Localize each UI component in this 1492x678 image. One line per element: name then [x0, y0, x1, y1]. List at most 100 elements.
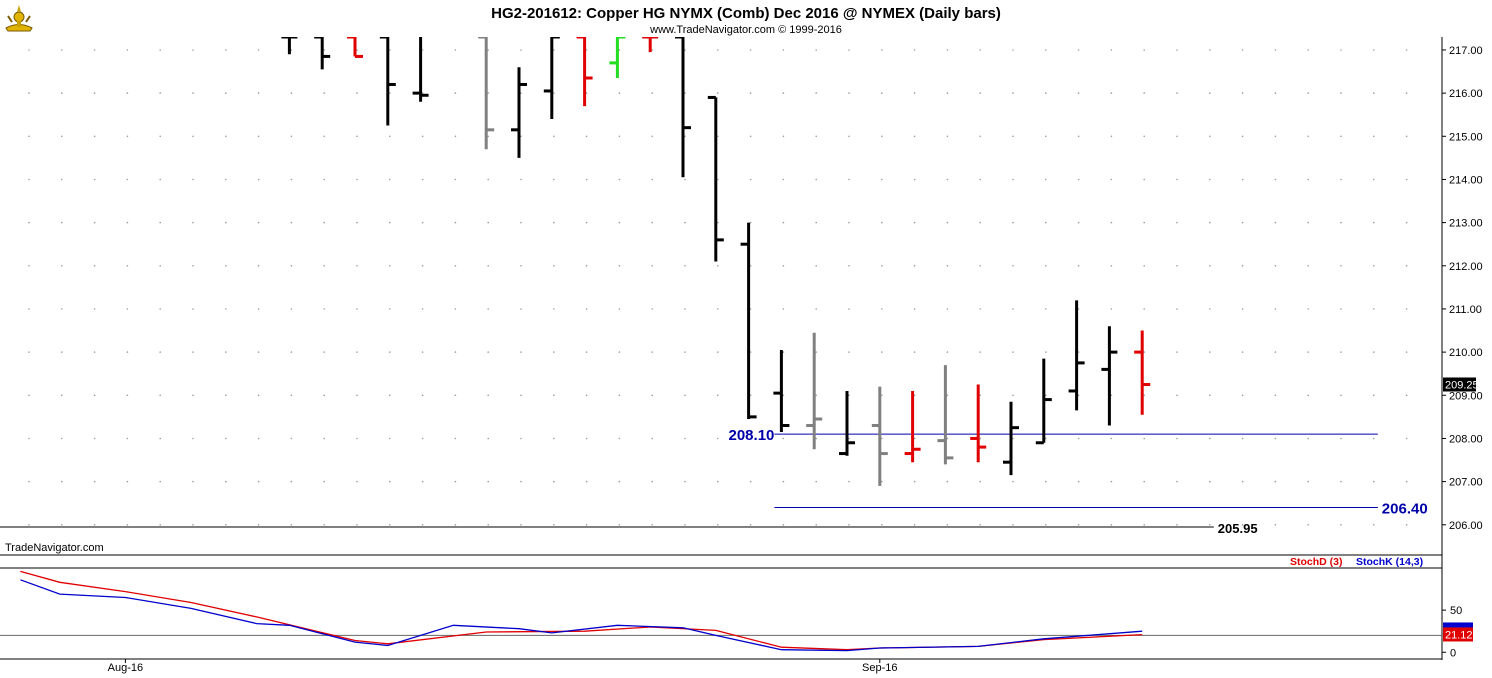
grid-dot — [159, 221, 161, 224]
grid-dot — [1176, 437, 1178, 440]
grid-dot — [913, 178, 916, 181]
grid-dot — [1012, 135, 1014, 138]
copyright-text: www.TradeNavigator.com © 1999-2016 — [649, 24, 842, 36]
grid-dot — [487, 394, 490, 397]
grid-dot — [61, 308, 63, 310]
grid-dot — [487, 308, 490, 310]
grid-dot — [421, 308, 424, 310]
grid-dot — [389, 480, 391, 483]
grid-dot — [1340, 265, 1342, 267]
price-tick-label: 206.00 — [1449, 520, 1483, 532]
grid-dot — [356, 308, 358, 310]
grid-dot — [290, 135, 293, 138]
grid-dot — [684, 308, 686, 310]
grid-dot — [454, 178, 457, 181]
grid-dot — [946, 437, 949, 440]
grid-dot — [1274, 178, 1277, 181]
grid-dot — [1405, 437, 1408, 440]
grid-dot — [1405, 308, 1408, 310]
grid-dot — [717, 524, 719, 526]
grid-dot — [1241, 480, 1244, 483]
grid-dot — [1241, 524, 1244, 526]
ohlc-bar — [609, 37, 626, 79]
grid-dot — [61, 135, 63, 138]
grid-dot — [28, 265, 30, 267]
grid-dot — [356, 265, 358, 267]
grid-dot — [1373, 351, 1375, 353]
grid-dot — [782, 524, 785, 526]
grid-dot — [815, 265, 817, 267]
ohlc-bar — [1134, 330, 1151, 415]
grid-dot — [1012, 524, 1014, 526]
grid-dot — [159, 437, 161, 440]
grid-dot — [1209, 221, 1211, 224]
grid-dot — [946, 394, 949, 397]
grid-dot — [782, 265, 785, 267]
grid-dot — [618, 480, 621, 483]
grid-dot — [1176, 394, 1178, 397]
grid-dot — [1241, 437, 1244, 440]
level-label: 208.10 — [729, 427, 775, 444]
grid-dot — [61, 480, 63, 483]
grid-dot — [93, 49, 96, 51]
grid-dot — [389, 135, 391, 138]
grid-dot — [520, 308, 522, 310]
grid-dot — [389, 524, 391, 526]
grid-dot — [651, 351, 653, 353]
grid-dot — [28, 351, 30, 353]
grid-dot — [1405, 394, 1408, 397]
grid-dot — [1274, 265, 1277, 267]
grid-dot — [1209, 351, 1211, 353]
grid-dot — [1077, 480, 1080, 483]
grid-dot — [126, 92, 129, 94]
grid-dot — [225, 49, 227, 51]
grid-dot — [848, 308, 850, 310]
grid-dot — [1176, 135, 1178, 138]
grid-dot — [1143, 480, 1145, 483]
chart-title: HG2-201612: Copper HG NYMX (Comb) Dec 20… — [491, 5, 1001, 22]
grid-dot — [881, 92, 883, 94]
grid-dot — [257, 92, 260, 94]
grid-dot — [159, 308, 161, 310]
grid-dot — [1274, 437, 1277, 440]
grid-dot — [323, 437, 326, 440]
grid-dot — [1209, 524, 1211, 526]
grid-dot — [553, 92, 555, 94]
grid-dot — [585, 92, 588, 94]
grid-dot — [684, 394, 686, 397]
grid-dot — [749, 178, 752, 181]
time-tick-label: Aug-16 — [108, 662, 143, 674]
grid-dot — [1110, 92, 1113, 94]
ohlc-bar — [314, 37, 331, 70]
grid-dot — [1241, 308, 1244, 310]
grid-dot — [487, 92, 490, 94]
grid-dot — [93, 178, 96, 181]
grid-dot — [881, 480, 883, 483]
grid-dot — [520, 351, 522, 353]
grid-dot — [323, 135, 326, 138]
grid-dot — [815, 394, 817, 397]
grid-dot — [651, 49, 653, 51]
grid-dot — [1176, 524, 1178, 526]
grid-dot — [389, 437, 391, 440]
grid-dot — [487, 135, 490, 138]
grid-dot — [1405, 351, 1408, 353]
grid-dot — [1077, 92, 1080, 94]
grid-dot — [323, 49, 326, 51]
grid-dot — [192, 178, 194, 181]
grid-dot — [585, 394, 588, 397]
grid-dot — [717, 92, 719, 94]
grid-dot — [1373, 92, 1375, 94]
grid-dot — [1209, 265, 1211, 267]
grid-dot — [618, 178, 621, 181]
grid-dot — [454, 221, 457, 224]
grid-dot — [257, 308, 260, 310]
stochk-last-box — [1443, 622, 1473, 628]
grid-dot — [1077, 178, 1080, 181]
grid-dot — [1077, 265, 1080, 267]
grid-dot — [585, 221, 588, 224]
tradenavigator-logo-icon[interactable] — [2, 2, 36, 34]
grid-dot — [520, 92, 522, 94]
grid-dot — [159, 265, 161, 267]
stochd-last-box — [1443, 627, 1473, 642]
